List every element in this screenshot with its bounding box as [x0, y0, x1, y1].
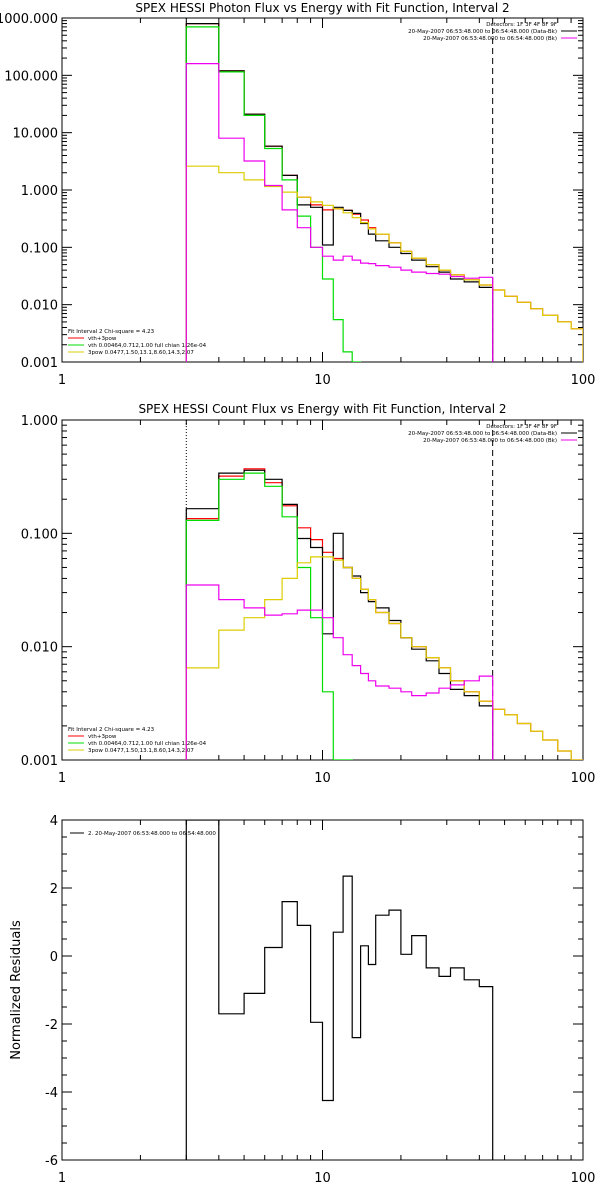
info-line: Detectors: 1F 3F 4F 8F 9F	[486, 22, 557, 28]
y-tick-label: -2	[45, 1018, 58, 1033]
data-series-group	[185, 468, 583, 760]
y-tick-label: 100.000	[4, 69, 58, 84]
info-line: 20-May-2007 06:53:48.000 to 06:54:48.000…	[408, 431, 557, 437]
x-tick-label: 10	[314, 771, 331, 786]
fit-legend-line: 3pow 0.0477,1.50,13.1,8.60,14.3,2.07	[88, 350, 194, 356]
x-tick-label: 100	[571, 1171, 596, 1186]
fit-legend-line: vth+3pow	[88, 336, 117, 342]
plot-frame	[61, 819, 584, 1161]
y-tick-label: 1000.000	[0, 12, 58, 27]
y-tick-label: 4	[50, 814, 58, 829]
fit-legend-line: Fit Interval 2 Chi-square = 4.23	[68, 727, 155, 733]
fit-legend-line: vth 0.00464,0.712,1.00 full chian 1.26e-…	[88, 741, 207, 747]
y-tick-label: 2	[50, 882, 58, 897]
info-line: 20-May-2007 06:53:48.000 to 06:54:48.000…	[408, 29, 557, 35]
y-tick-label: 0.001	[21, 356, 58, 371]
series-line-1	[185, 23, 494, 362]
y-axis-label: Normalized Residuals	[9, 920, 24, 1060]
x-tick-label: 1	[58, 373, 66, 388]
data-series-group	[185, 820, 494, 1160]
series-line-3	[185, 165, 583, 362]
x-tick-label: 1	[58, 1171, 66, 1186]
series-line-4	[185, 584, 494, 760]
fit-legend-line: 3pow 0.0477,1.50,13.1,8.60,14.3,2.07	[88, 748, 194, 754]
series-line-0	[185, 820, 494, 1160]
residual-legend-text: 2. 20-May-2007 06:53:48.000 to 06:54:48.…	[88, 831, 216, 837]
count-flux-panel: SPEX HESSI Count Flux vs Energy with Fit…	[21, 402, 596, 786]
data-series-group	[185, 23, 583, 362]
fit-legend-line: Fit Interval 2 Chi-square = 4.23	[68, 329, 155, 335]
series-line-2	[185, 472, 353, 760]
y-tick-label: 10.000	[13, 127, 59, 142]
info-line: 20-May-2007 06:53:48.000 to 06:54:48.000…	[423, 438, 557, 444]
series-line-0	[185, 468, 583, 760]
fit-legend-line: vth 0.00464,0.712,1.00 full chian 1.26e-…	[88, 343, 207, 349]
y-tick-label: 0.010	[21, 299, 58, 314]
y-tick-label: 0	[50, 950, 58, 965]
series-line-2	[185, 26, 362, 362]
y-tick-label: 0.001	[21, 754, 58, 769]
series-line-4	[185, 63, 494, 362]
residuals-panel: 1 10 100 -6 -4 -2 0 2 4 Normalized Residuals 2. 20…	[9, 814, 595, 1186]
series-line-1	[185, 469, 494, 760]
x-tick-label: 10	[314, 373, 331, 388]
chart-title: SPEX HESSI Photon Flux vs Energy with Fi…	[135, 1, 509, 15]
y-tick-label: -4	[45, 1086, 58, 1101]
series-line-3	[185, 556, 583, 760]
x-tick-label: 1	[58, 771, 66, 786]
y-tick-label: -6	[45, 1154, 58, 1169]
x-tick-label: 100	[571, 771, 596, 786]
chart-title: SPEX HESSI Count Flux vs Energy with Fit…	[138, 402, 506, 416]
photon-flux-panel: SPEX HESSI Photon Flux vs Energy with Fi…	[0, 1, 595, 388]
y-tick-label: 0.100	[21, 241, 58, 256]
info-line: 20-May-2007 06:53:48.000 to 06:54:48.000…	[423, 36, 557, 42]
plot-frame	[61, 17, 584, 363]
x-tick-label: 100	[571, 373, 596, 388]
info-line: Detectors: 1F 3F 4F 8F 9F	[486, 424, 557, 430]
y-tick-label: 1.000	[21, 184, 58, 199]
x-tick-label: 10	[314, 1171, 331, 1186]
y-tick-label: 0.100	[21, 527, 58, 542]
y-tick-label: 0.010	[21, 641, 58, 656]
series-line-0	[185, 23, 583, 362]
fit-legend-line: vth+3pow	[88, 734, 117, 740]
y-tick-label: 1.000	[21, 414, 58, 429]
